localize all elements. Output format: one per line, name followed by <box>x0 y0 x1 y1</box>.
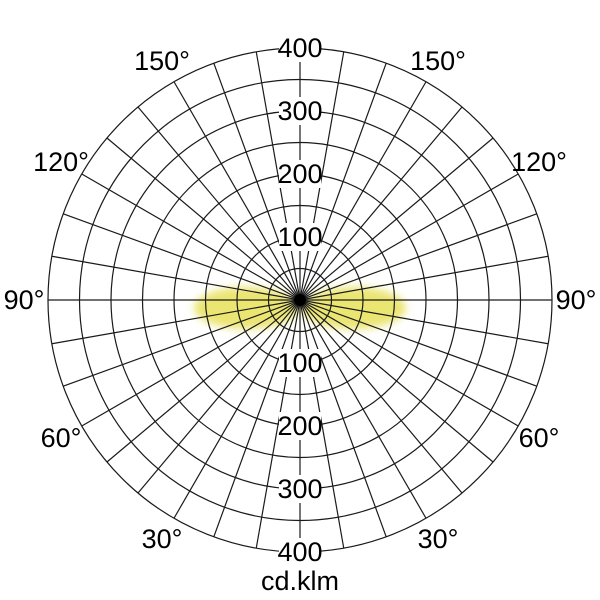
svg-text:90°: 90° <box>4 285 45 315</box>
svg-text:30°: 30° <box>142 524 183 554</box>
svg-text:400: 400 <box>277 537 322 567</box>
svg-text:120°: 120° <box>511 147 567 177</box>
svg-text:150°: 150° <box>410 46 466 76</box>
svg-text:200: 200 <box>277 411 322 441</box>
svg-text:200: 200 <box>277 159 322 189</box>
svg-text:60°: 60° <box>41 423 82 453</box>
svg-text:60°: 60° <box>519 423 560 453</box>
svg-text:150°: 150° <box>134 46 190 76</box>
svg-text:120°: 120° <box>33 147 89 177</box>
svg-text:100: 100 <box>277 348 322 378</box>
svg-text:300: 300 <box>277 96 322 126</box>
svg-text:cd.klm: cd.klm <box>261 566 339 596</box>
svg-text:400: 400 <box>277 33 322 63</box>
svg-text:90°: 90° <box>556 285 597 315</box>
svg-text:300: 300 <box>277 474 322 504</box>
svg-text:30°: 30° <box>418 524 459 554</box>
svg-text:100: 100 <box>277 222 322 252</box>
